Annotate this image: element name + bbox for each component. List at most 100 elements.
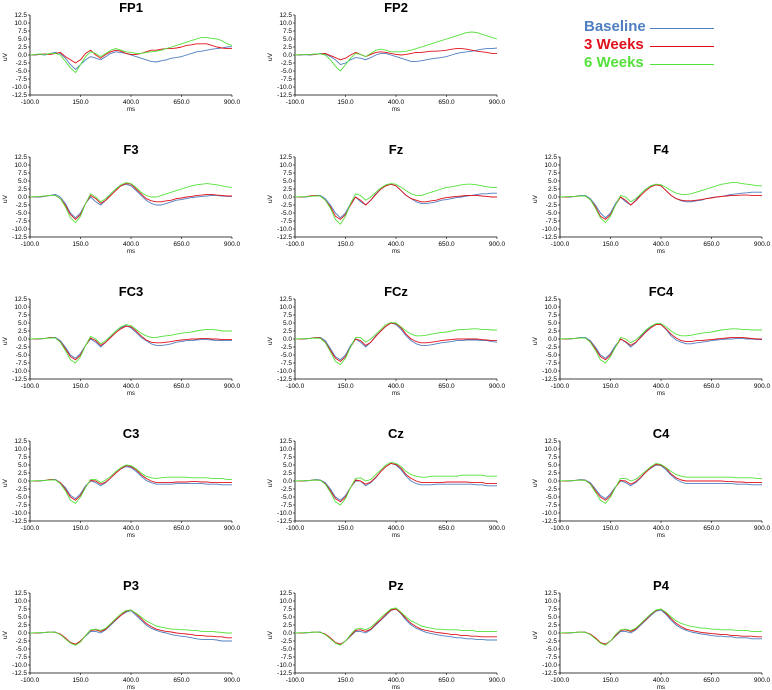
y-tick-label: 0.0: [548, 336, 557, 343]
x-tick-label: -100.0: [286, 677, 305, 684]
series-line-baseline: [30, 183, 232, 219]
panel-p4: P412.510.07.55.02.50.0-2.5-5.0-7.5-10.0-…: [532, 578, 771, 690]
y-tick-label: -2.5: [281, 638, 293, 645]
y-tick-label: 2.5: [18, 186, 27, 193]
y-tick-label: 2.5: [548, 328, 557, 335]
y-tick-label: 10.0: [14, 162, 27, 169]
y-tick-label: -7.5: [281, 502, 293, 509]
y-tick-label: -12.5: [277, 92, 292, 99]
x-tick-label: -100.0: [21, 677, 40, 684]
y-tick-label: -12.5: [12, 518, 27, 525]
y-tick-label: 2.5: [18, 328, 27, 335]
x-tick-label: 900.0: [224, 99, 241, 106]
x-tick-label: -100.0: [286, 241, 305, 248]
y-tick-label: -2.5: [16, 638, 28, 645]
y-tick-label: -10.0: [12, 662, 27, 669]
x-tick-label: 150.0: [337, 677, 354, 684]
y-tick-label: -5.0: [281, 352, 293, 359]
y-tick-label: 0.0: [283, 194, 292, 201]
y-axis-label: uV: [532, 336, 539, 345]
y-tick-label: 7.5: [18, 28, 27, 35]
y-tick-label: -5.0: [546, 646, 558, 653]
y-tick-label: 5.0: [18, 320, 27, 327]
series-line-3-weeks: [560, 463, 762, 501]
y-tick-label: -2.5: [546, 638, 558, 645]
series-line-baseline: [30, 466, 232, 500]
y-tick-label: 7.5: [283, 454, 292, 461]
y-tick-label: 2.5: [283, 186, 292, 193]
y-tick-label: -5.0: [546, 352, 558, 359]
x-tick-label: 650.0: [438, 99, 455, 106]
series-line-baseline: [30, 46, 233, 70]
y-tick-label: -10.0: [542, 226, 557, 233]
panel-c4: C412.510.07.55.02.50.0-2.5-5.0-7.5-10.0-…: [532, 426, 771, 539]
y-tick-label: -7.5: [281, 360, 293, 367]
y-tick-label: 12.5: [14, 590, 27, 597]
y-tick-label: 0.0: [283, 478, 292, 485]
y-tick-label: -10.0: [542, 510, 557, 517]
x-tick-label: 900.0: [754, 677, 771, 684]
x-tick-label: 650.0: [438, 525, 455, 532]
x-axis-label: ms: [127, 533, 135, 539]
y-tick-label: -10.0: [277, 84, 292, 91]
x-axis-label: ms: [127, 391, 135, 397]
series-line-6-weeks: [29, 182, 233, 224]
series-line-6-weeks: [559, 462, 762, 504]
y-tick-label: 0.0: [18, 52, 27, 59]
x-tick-label: 900.0: [224, 525, 241, 532]
y-tick-label: -5.0: [281, 210, 293, 217]
y-tick-label: -5.0: [16, 210, 28, 217]
y-tick-label: 5.0: [283, 36, 292, 43]
x-tick-label: 400.0: [388, 99, 405, 106]
series-line-3-weeks: [295, 608, 497, 645]
y-tick-label: 7.5: [18, 606, 27, 613]
x-axis-label: ms: [127, 685, 135, 690]
series-line-6-weeks: [294, 607, 497, 646]
y-tick-label: -12.5: [12, 670, 27, 677]
y-tick-label: 7.5: [283, 606, 292, 613]
series-line-6-weeks: [294, 321, 497, 366]
x-axis-label: ms: [657, 391, 665, 397]
series-line-6-weeks: [559, 608, 762, 646]
y-tick-label: -7.5: [16, 654, 28, 661]
panel-p3: P312.510.07.55.02.50.0-2.5-5.0-7.5-10.0-…: [2, 578, 241, 690]
series-line-3-weeks: [295, 183, 497, 220]
series-line-3-weeks: [294, 48, 497, 61]
y-tick-label: -12.5: [277, 518, 292, 525]
y-tick-label: -2.5: [546, 344, 558, 351]
series-line-3-weeks: [295, 322, 497, 362]
panel-fc4: FC4 12.510.07.55.02.50.0-2.5-5.0-7.5-10.0…: [532, 284, 771, 397]
y-tick-label: -12.5: [12, 376, 27, 383]
x-tick-label: 900.0: [224, 677, 241, 684]
panel-title-pz: Pz: [388, 578, 404, 593]
series-line-3-weeks: [295, 462, 497, 503]
x-tick-label: 900.0: [754, 383, 771, 390]
x-tick-label: 900.0: [489, 383, 506, 390]
y-tick-label: -5.0: [281, 68, 293, 75]
y-tick-label: 5.0: [18, 36, 27, 43]
x-tick-label: 650.0: [703, 677, 720, 684]
x-tick-label: -100.0: [21, 241, 40, 248]
x-axis-label: ms: [657, 533, 665, 539]
series-line-3-weeks: [560, 324, 762, 361]
y-tick-label: -2.5: [281, 60, 293, 67]
series-line-baseline: [295, 322, 498, 361]
y-tick-label: 12.5: [279, 438, 292, 445]
y-tick-label: 12.5: [544, 590, 557, 597]
x-tick-label: 650.0: [438, 241, 455, 248]
y-tick-label: 5.0: [548, 462, 557, 469]
y-axis-label: uV: [2, 52, 9, 61]
legend-line-3-weeks: [650, 46, 714, 47]
y-tick-label: -2.5: [281, 202, 293, 209]
panel-title-fc3: FC3: [119, 284, 144, 299]
y-tick-label: 7.5: [283, 312, 292, 319]
y-tick-label: -5.0: [546, 494, 558, 501]
y-tick-label: 12.5: [279, 296, 292, 303]
panel-title-f4: F4: [653, 142, 669, 157]
x-tick-label: 900.0: [489, 677, 506, 684]
series-line-baseline: [560, 464, 762, 500]
y-tick-label: 12.5: [279, 590, 292, 597]
y-tick-label: 12.5: [279, 12, 292, 19]
x-tick-label: 400.0: [388, 241, 405, 248]
y-axis-label: uV: [267, 630, 274, 639]
